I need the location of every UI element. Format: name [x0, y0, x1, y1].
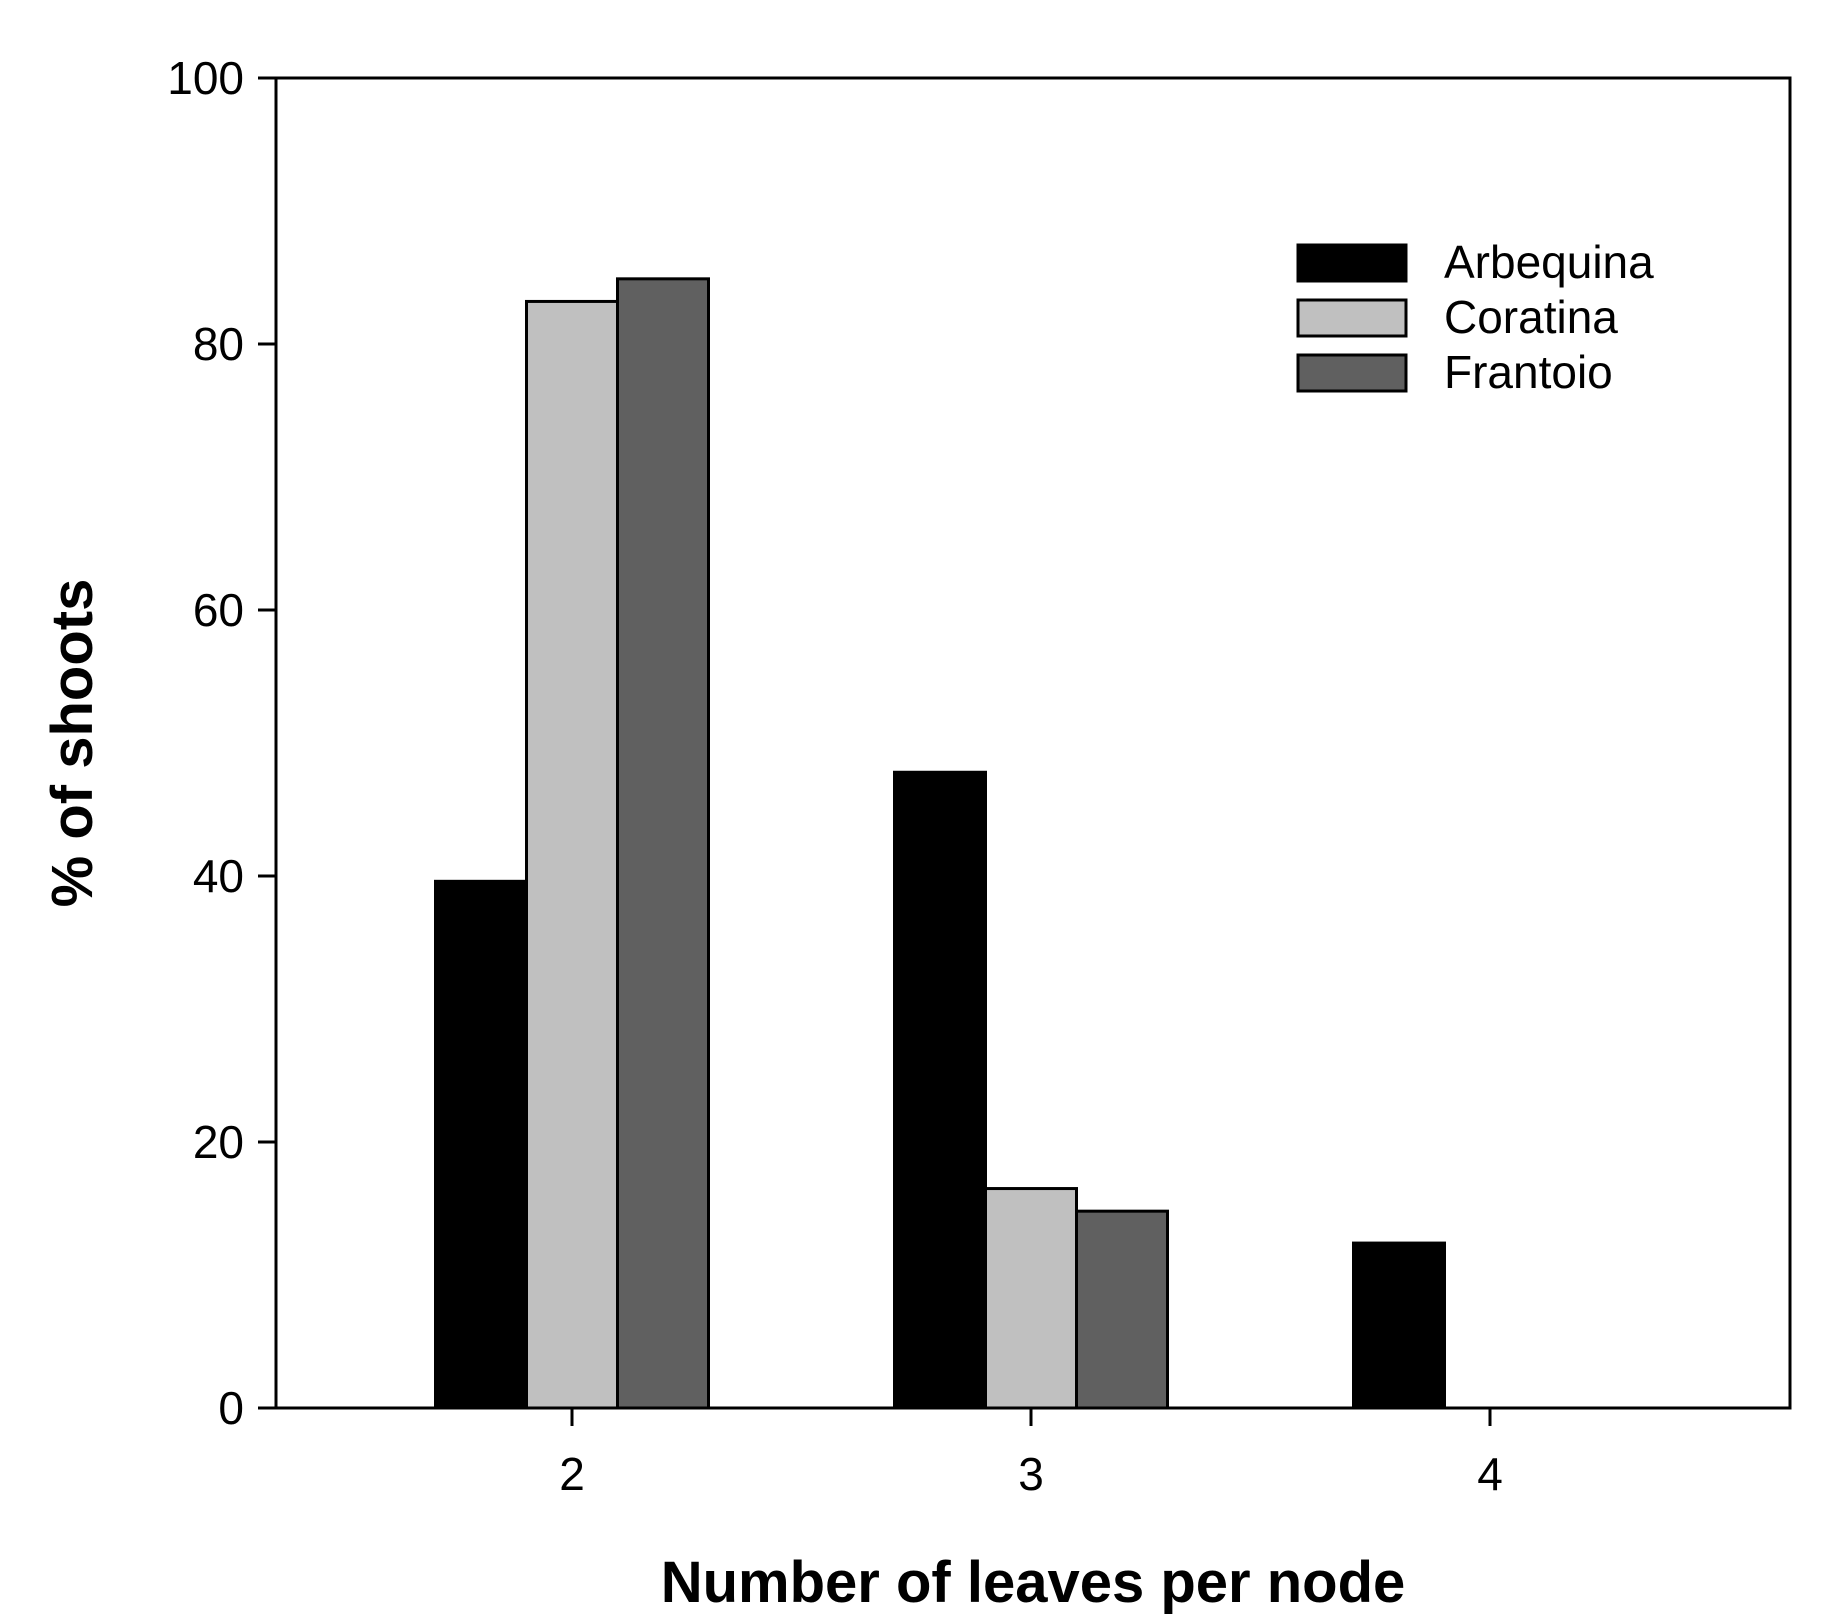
legend-label-frantoio: Frantoio: [1444, 346, 1613, 398]
y-tick-label: 0: [218, 1382, 244, 1434]
y-tick-label: 80: [193, 318, 244, 370]
bar-frantoio-3: [1075, 1209, 1169, 1410]
bar-arbequina-3: [893, 770, 987, 1410]
bar-arbequina-4: [1352, 1241, 1446, 1410]
legend-swatch-frantoio: [1296, 353, 1408, 393]
y-tick-label: 100: [167, 52, 244, 104]
bars-group: [434, 277, 1446, 1410]
x-axis: 2 3 4: [559, 1408, 1503, 1500]
legend-label-arbequina: Arbequina: [1444, 236, 1654, 288]
bar-frantoio-2: [616, 277, 710, 1410]
x-tick-label: 2: [559, 1448, 585, 1500]
y-tick-label: 40: [193, 850, 244, 902]
legend-swatch-coratina: [1296, 298, 1408, 338]
bar-arbequina-2: [434, 879, 528, 1410]
y-tick-label: 60: [193, 584, 244, 636]
legend-label-coratina: Coratina: [1444, 291, 1618, 343]
plot-frame: [274, 76, 1792, 1410]
legend-swatch-arbequina: [1296, 243, 1408, 283]
x-axis-title: Number of leaves per node: [661, 1550, 1406, 1614]
x-tick-label: 3: [1018, 1448, 1044, 1500]
y-tick-label: 20: [193, 1116, 244, 1168]
bar-coratina-2: [525, 299, 619, 1410]
bar-coratina-3: [984, 1187, 1078, 1410]
y-axis: 0 20 40 60 80 100: [167, 52, 276, 1434]
x-tick-label: 4: [1477, 1448, 1503, 1500]
y-axis-title: % of shoots: [40, 579, 105, 908]
